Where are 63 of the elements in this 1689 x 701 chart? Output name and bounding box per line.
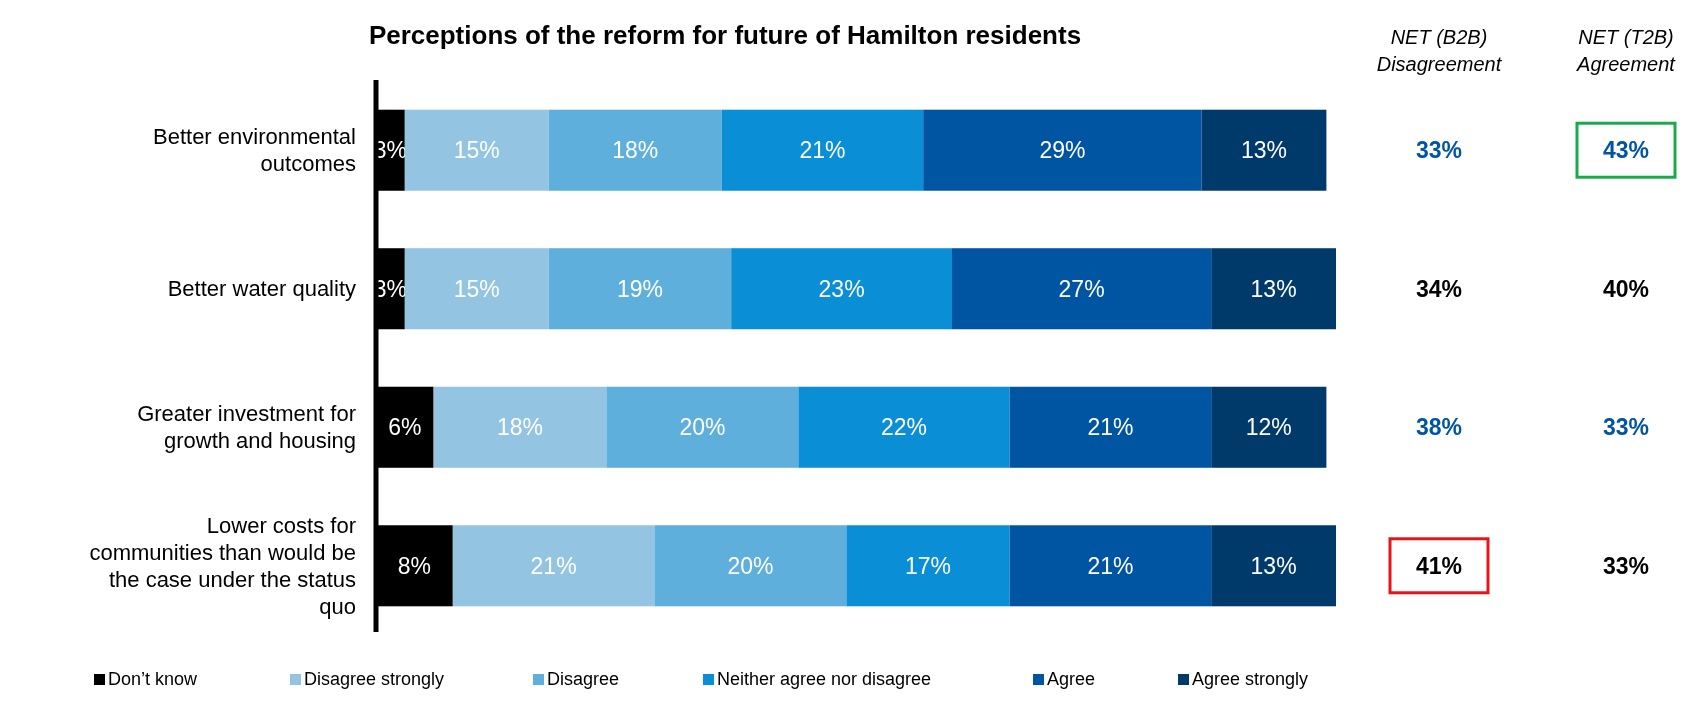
- data-label: 21%: [799, 137, 846, 164]
- legend-label: Disagree: [547, 669, 620, 690]
- legend-label: Neither agree nor disagree: [717, 669, 932, 690]
- data-label: 19%: [616, 275, 664, 302]
- text: 34%: [1415, 275, 1463, 302]
- data-label: 27%: [1058, 275, 1105, 302]
- bar: [721, 109, 924, 191]
- bar: [606, 386, 799, 468]
- data-label: 13%: [1250, 552, 1297, 579]
- legend-label: Agree strongly: [1192, 669, 1309, 690]
- bar: [433, 386, 607, 468]
- bar: [404, 109, 549, 191]
- data-label: 15%: [453, 137, 500, 164]
- text: NET (T2B) Agreement: [1576, 26, 1677, 75]
- bar: [548, 109, 722, 191]
- bar: [731, 248, 952, 330]
- text: 41%: [1415, 552, 1463, 579]
- bar: [548, 248, 732, 330]
- bar: [1211, 248, 1336, 330]
- bar: [923, 109, 1202, 191]
- data-label: 13%: [1250, 275, 1297, 302]
- bar: [1009, 525, 1212, 607]
- data-label: 13%: [1240, 137, 1288, 164]
- legend-label: Don’t know: [108, 669, 199, 690]
- data-label: 21%: [1087, 552, 1134, 579]
- bar: [846, 525, 1010, 607]
- data-label: 12%: [1245, 414, 1292, 441]
- data-label: 17%: [904, 552, 952, 579]
- data-label: 21%: [1087, 414, 1134, 441]
- text: 38%: [1415, 414, 1463, 441]
- data-label: 29%: [1039, 137, 1086, 164]
- y-tick-label: Greater investment for growth and housing: [137, 401, 356, 454]
- bar: [654, 525, 847, 607]
- bar: [952, 248, 1212, 330]
- bar: [1211, 525, 1336, 607]
- data-label: 8%: [397, 552, 432, 579]
- y-tick-label: Better environmental outcomes: [153, 124, 356, 177]
- text: 33%: [1415, 137, 1463, 164]
- data-label: 15%: [453, 275, 500, 302]
- chart-title: Perceptions of the reform for future of Hamilton residents: [368, 20, 1082, 51]
- text: NET (B2B) Disagreement: [1376, 26, 1503, 75]
- bar: [404, 248, 549, 330]
- text: 40%: [1602, 275, 1650, 302]
- y-tick-label: Better water quality: [167, 276, 356, 302]
- data-label: 18%: [612, 137, 659, 164]
- text: 43%: [1602, 137, 1650, 164]
- bar: [452, 525, 655, 607]
- bar: [1201, 109, 1327, 191]
- data-label: 23%: [818, 275, 865, 302]
- data-label: 6%: [388, 414, 422, 441]
- data-label: 21%: [530, 552, 577, 579]
- text: 33%: [1602, 414, 1650, 441]
- text: 33%: [1602, 552, 1650, 579]
- legend-label: Disagree strongly: [304, 669, 445, 690]
- data-label: 20%: [727, 552, 774, 579]
- data-label: 18%: [496, 414, 544, 441]
- data-label: 22%: [880, 414, 928, 441]
- data-label: 20%: [679, 414, 726, 441]
- bar: [1009, 386, 1212, 468]
- y-tick-label: Lower costs for communities than would be the case under the status quo: [89, 512, 356, 619]
- bar: [1211, 386, 1327, 468]
- bar: [798, 386, 1010, 468]
- legend-label: Agree: [1047, 669, 1096, 690]
